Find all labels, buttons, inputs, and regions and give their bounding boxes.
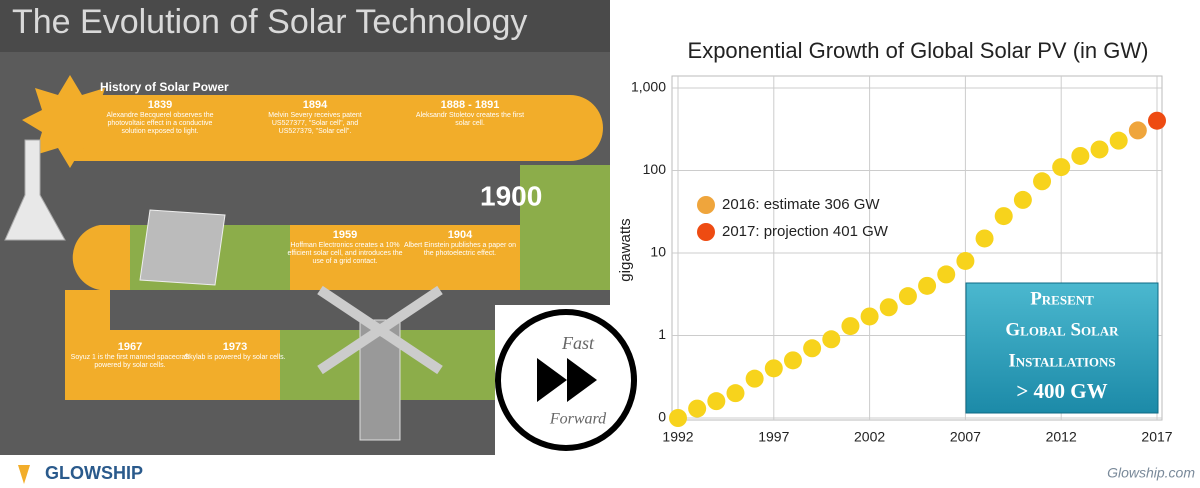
x-tick-label: 1992 (662, 429, 693, 445)
milestone-text: Melvin Severy receives patent US527377, … (268, 112, 362, 135)
flask (4, 139, 66, 241)
y-tick-label: 1,000 (631, 79, 666, 95)
data-point (975, 229, 994, 248)
sun (22, 75, 118, 168)
logo (18, 465, 30, 484)
annotation-line: Present (1030, 288, 1094, 309)
y-tick-label: 1 (658, 326, 666, 342)
data-point (1109, 131, 1128, 150)
x-tick-label: 2002 (854, 429, 885, 445)
brand: GLOWSHIP (45, 463, 143, 483)
data-point (879, 298, 898, 317)
milestone: 1973 Skylab is powered by solar cells. (175, 340, 295, 362)
data-point (669, 409, 687, 427)
milestone: 1959 Hoffman Electronics creates a 10% ef… (285, 228, 405, 266)
annotation-line: > 400 GW (1016, 379, 1107, 403)
milestone: 1894 Melvin Severy receives patent US5273… (255, 98, 375, 136)
data-point (841, 317, 860, 336)
data-point (918, 276, 937, 295)
x-tick-label: 2012 (1046, 429, 1077, 445)
year-marker: 1900 (480, 180, 542, 211)
milestone-text: Alexandre Becquerel observes the photovo… (106, 112, 214, 135)
data-point (1013, 190, 1032, 209)
data-point (994, 207, 1013, 226)
data-point (688, 399, 707, 418)
milestone: 1839 Alexandre Becquerel observes the pho… (100, 98, 220, 136)
data-point (898, 287, 917, 306)
milestone-text: Soyuz 1 is the first manned spacecraft p… (70, 354, 190, 369)
annotation-line: Installations (1008, 350, 1115, 371)
solar-panel (139, 209, 226, 286)
milestone: 1967 Soyuz 1 is the first manned spacecra… (70, 340, 190, 370)
data-point (707, 392, 726, 411)
milestone: 1888 - 1891 Aleksandr Stoletov creates th… (410, 98, 530, 128)
data-point (1033, 172, 1052, 191)
data-point (956, 251, 975, 270)
x-tick-label: 2007 (950, 429, 981, 445)
x-tick-label: 1997 (758, 429, 789, 445)
road (520, 165, 610, 290)
data-point (803, 339, 822, 358)
x-tick-label: 2017 (1141, 429, 1172, 445)
data-point (764, 359, 783, 378)
y-tick-label: 10 (650, 244, 666, 260)
milestone-text: Hoffman Electronics creates a 10% effici… (287, 242, 403, 265)
title-band (0, 0, 610, 52)
ff-arrow (537, 358, 567, 402)
road (65, 290, 300, 400)
infographic-subtitle: History of Solar Power (100, 80, 229, 94)
milestone: 1904 Albert Einstein publishes a paper on… (400, 228, 520, 258)
legend-label: 2016: estimate 306 GW (722, 196, 880, 213)
milestone-year: 1839 (147, 99, 173, 111)
milestone-year: 1973 (222, 341, 248, 353)
data-point (937, 265, 956, 284)
data-point (1128, 121, 1147, 140)
road (70, 95, 603, 161)
legend-key (697, 196, 715, 214)
milestone-text: Albert Einstein publishes a paper on the… (403, 242, 517, 257)
y-axis-label: gigawatts (617, 218, 634, 281)
data-point (1052, 158, 1071, 177)
milestone-year: 1904 (447, 229, 473, 241)
ff-label: Fast (561, 333, 595, 353)
data-point (1071, 146, 1090, 165)
milestone-year: 1967 (117, 341, 143, 353)
milestone-text: Aleksandr Stoletov creates the first sol… (415, 112, 525, 127)
site: Glowship.com (1107, 465, 1195, 481)
milestone-year: 1959 (332, 229, 358, 241)
data-point (1090, 140, 1109, 159)
data-point (726, 384, 745, 403)
data-point (860, 307, 879, 326)
milestone-year: 1894 (302, 99, 328, 111)
y-tick-label: 0 (658, 409, 666, 425)
annotation-line: Global Solar (1005, 319, 1119, 340)
legend-label: 2017: projection 401 GW (722, 223, 889, 240)
ff-label: Forward (549, 411, 607, 428)
data-point (822, 330, 841, 349)
data-point (1148, 111, 1166, 130)
ff-arrow (567, 358, 597, 402)
milestone-text: Skylab is powered by solar cells. (184, 354, 286, 361)
data-point (783, 351, 802, 370)
infographic-title: The Evolution of Solar Technology (12, 3, 527, 41)
windmill-blade (317, 285, 443, 375)
chart-title: Exponential Growth of Global Solar PV (i… (688, 38, 1149, 63)
data-point (745, 369, 764, 388)
annotation-box (965, 282, 1159, 414)
legend-key (697, 223, 715, 241)
milestone-year: 1888 - 1891 (440, 99, 500, 111)
y-tick-label: 100 (643, 161, 667, 177)
